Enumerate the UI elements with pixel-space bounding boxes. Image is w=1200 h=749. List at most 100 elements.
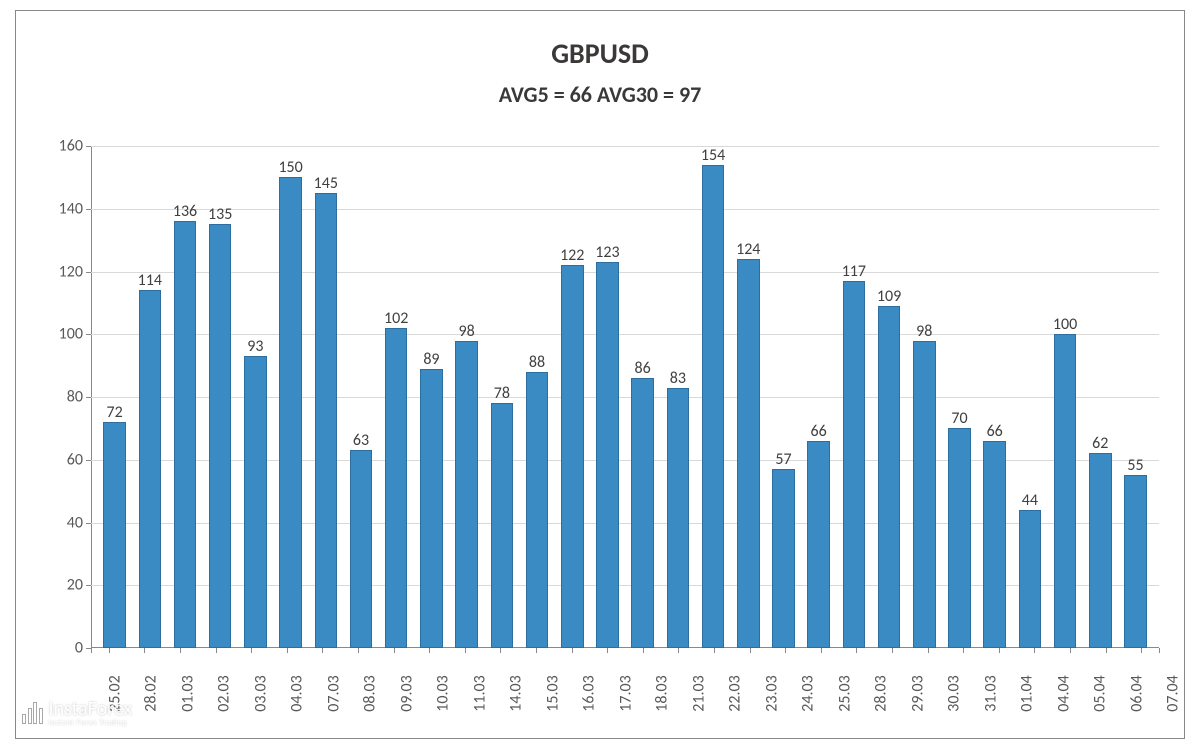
bar [702, 165, 725, 648]
bar [244, 356, 267, 648]
y-tick-label: 0 [41, 639, 91, 658]
bar-value-label: 100 [1053, 315, 1077, 334]
watermark-logo-icon [22, 702, 43, 724]
x-label-slot: 16.03 [571, 652, 607, 728]
bar-value-label: 102 [384, 309, 408, 328]
bar-slot: 109 [871, 146, 906, 648]
bar [561, 265, 584, 648]
bar [526, 372, 549, 648]
y-tick-label: 100 [41, 325, 91, 344]
x-tick-label: 10.03 [434, 675, 453, 711]
bar-slot: 55 [1118, 146, 1153, 648]
x-label-slot: 17.03 [608, 652, 644, 728]
y-tick-label: 60 [41, 450, 91, 469]
chart-container: GBPUSD AVG5 = 66 AVG30 = 97 020406080100… [15, 10, 1185, 739]
bar-value-label: 154 [701, 146, 725, 165]
x-label-slot: 18.03 [644, 652, 680, 728]
x-label-slot: 21.03 [681, 652, 717, 728]
bar-slot: 66 [977, 146, 1012, 648]
bar-value-label: 83 [670, 369, 686, 388]
watermark-main: InstaForex [49, 699, 133, 719]
watermark-text: InstaForex Instant Forex Trading [49, 699, 133, 727]
bar [948, 428, 971, 648]
bar [913, 341, 936, 648]
bar-value-label: 86 [635, 359, 651, 378]
y-tick-label: 20 [41, 576, 91, 595]
bar-value-label: 117 [842, 262, 866, 281]
bar-slot: 72 [97, 146, 132, 648]
x-label-slot: 03.03 [243, 652, 279, 728]
x-tick-label: 22.03 [726, 675, 745, 711]
bar [983, 441, 1006, 648]
x-label-slot: 08.03 [352, 652, 388, 728]
x-tick-label: 31.03 [981, 675, 1000, 711]
x-tick-label: 01.04 [1018, 675, 1037, 711]
bar [807, 441, 830, 648]
bar-slot: 66 [801, 146, 836, 648]
bar [1054, 334, 1077, 648]
x-label-slot: 25.03 [827, 652, 863, 728]
x-tick-label: 03.03 [252, 675, 271, 711]
bar-value-label: 109 [877, 287, 901, 306]
x-label-slot: 01.04 [1009, 652, 1045, 728]
x-tick-label: 11.03 [471, 675, 490, 711]
x-label-slot: 07.03 [316, 652, 352, 728]
bar-slot: 44 [1012, 146, 1047, 648]
x-tick-label: 18.03 [653, 675, 672, 711]
bar-value-label: 122 [560, 246, 584, 265]
bar [139, 290, 162, 648]
x-label-slot: 04.03 [279, 652, 315, 728]
x-tick-label: 14.03 [507, 675, 526, 711]
x-label-slot: 10.03 [425, 652, 461, 728]
bar-value-label: 98 [459, 322, 475, 341]
bar-value-label: 98 [916, 322, 932, 341]
bar [279, 177, 302, 648]
x-label-slot: 04.04 [1046, 652, 1082, 728]
bar-value-label: 72 [106, 403, 122, 422]
bar [1019, 510, 1042, 648]
bar-value-label: 44 [1022, 491, 1038, 510]
x-tick-label: 08.03 [361, 675, 380, 711]
x-tick-label: 23.03 [762, 675, 781, 711]
watermark: InstaForex Instant Forex Trading [22, 699, 132, 727]
chart-title: GBPUSD [16, 36, 1184, 71]
x-tick-label: 29.03 [908, 675, 927, 711]
x-label-slot: 02.03 [206, 652, 242, 728]
bar-slot: 70 [942, 146, 977, 648]
x-tick-label: 04.04 [1054, 675, 1073, 711]
bar-slot: 63 [343, 146, 378, 648]
bar [385, 328, 408, 648]
x-label-slot: 06.04 [1119, 652, 1155, 728]
x-label-slot: 14.03 [498, 652, 534, 728]
x-label-slot: 24.03 [790, 652, 826, 728]
bar-value-label: 135 [208, 205, 232, 224]
bar-value-label: 150 [278, 158, 302, 177]
bar-slot: 88 [519, 146, 554, 648]
x-tick-label: 21.03 [689, 675, 708, 711]
bar-slot: 136 [167, 146, 202, 648]
x-tick-label: 30.03 [945, 675, 964, 711]
watermark-sub: Instant Forex Trading [49, 719, 133, 727]
x-label-slot: 28.02 [133, 652, 169, 728]
x-tick-label: 07.03 [325, 675, 344, 711]
bar [1089, 453, 1112, 648]
bar [209, 224, 232, 648]
bar-value-label: 136 [173, 202, 197, 221]
bar-slot: 124 [731, 146, 766, 648]
chart-subtitle: AVG5 = 66 AVG30 = 97 [16, 81, 1184, 108]
bar-value-label: 114 [138, 271, 162, 290]
y-tick-label: 40 [41, 513, 91, 532]
bar [350, 450, 373, 648]
bar-slot: 78 [484, 146, 519, 648]
x-tick-label: 24.03 [799, 675, 818, 711]
x-label-slot: 01.03 [170, 652, 206, 728]
y-tick-label: 120 [41, 262, 91, 281]
bar-value-label: 78 [494, 384, 510, 403]
x-tick-label: 07.04 [1164, 675, 1183, 711]
bar-slot: 98 [449, 146, 484, 648]
bar [174, 221, 197, 648]
x-label-slot: 22.03 [717, 652, 753, 728]
x-labels: 25.0228.0201.0302.0303.0304.0307.0308.03… [91, 652, 1159, 728]
x-label-slot: 23.03 [754, 652, 790, 728]
bar-slot: 145 [308, 146, 343, 648]
